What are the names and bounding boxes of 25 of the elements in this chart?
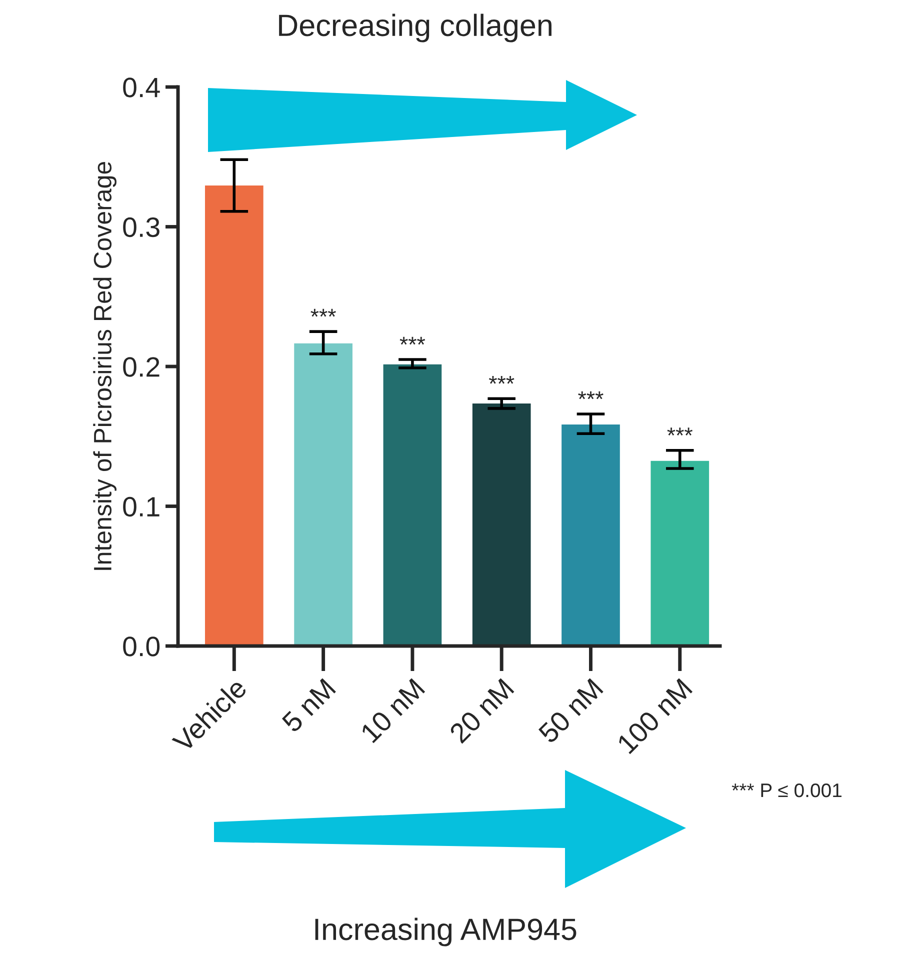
bar <box>649 459 710 646</box>
y-tick-label: 0.0 <box>123 636 160 656</box>
annotation: *** <box>488 376 514 384</box>
annotation: *** <box>400 336 426 345</box>
y-axis-title: Intensity of Picrosirius Red Coverage <box>93 162 116 570</box>
y-tick-label: 0.4 <box>123 78 160 98</box>
x-tick-label: 20 nM <box>448 678 514 744</box>
x-tick-label: 5 nM <box>281 678 336 734</box>
annotation: *** <box>667 428 693 436</box>
text: Increasing AMP945 <box>315 918 576 946</box>
x-tick-label: 10 nM <box>360 678 426 744</box>
text: *** P ≤ 0.001 <box>732 783 842 798</box>
annotation: *** <box>578 391 604 400</box>
x-tick-label: 100 nM <box>616 678 693 754</box>
y-tick-label: 0.3 <box>123 217 160 238</box>
x-tick-label: 50 nM <box>537 678 604 744</box>
bar <box>204 184 265 646</box>
text: Decreasing collagen <box>279 14 552 42</box>
bar <box>471 402 532 646</box>
y-tick-label: 0.2 <box>123 357 160 377</box>
bar <box>560 423 622 646</box>
bar <box>382 363 444 646</box>
annotation: *** <box>310 308 336 317</box>
bar <box>292 342 354 646</box>
y-tick-label: 0.1 <box>123 496 160 517</box>
